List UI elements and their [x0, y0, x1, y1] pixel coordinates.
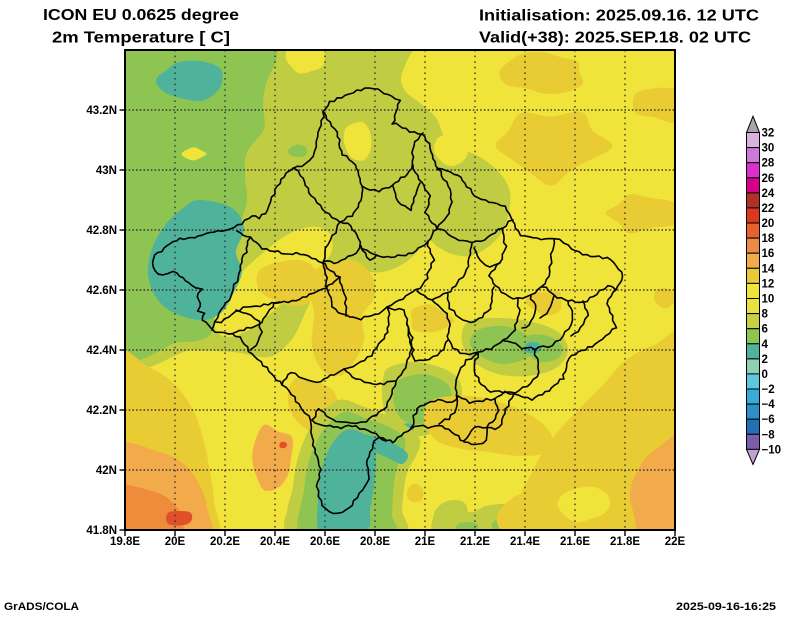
svg-text:2: 2 [762, 354, 768, 366]
svg-text:42.2N: 42.2N [86, 405, 117, 417]
svg-text:21.2E: 21.2E [460, 536, 490, 548]
svg-text:ICON EU 0.0625 degree: ICON EU 0.0625 degree [43, 7, 239, 24]
svg-text:−4: −4 [762, 399, 776, 411]
svg-text:28: 28 [762, 158, 775, 170]
svg-text:−6: −6 [762, 414, 775, 426]
svg-text:8: 8 [762, 309, 769, 321]
svg-text:16: 16 [762, 248, 775, 260]
svg-text:26: 26 [762, 173, 775, 185]
svg-text:10: 10 [762, 294, 775, 306]
svg-text:14: 14 [762, 263, 775, 275]
svg-text:19.8E: 19.8E [110, 536, 140, 548]
svg-text:20.6E: 20.6E [310, 536, 340, 548]
svg-text:Valid(+38): 2025.SEP.18. 02 UT: Valid(+38): 2025.SEP.18. 02 UTC [479, 30, 752, 47]
svg-text:21.6E: 21.6E [560, 536, 590, 548]
svg-text:32: 32 [762, 128, 775, 140]
svg-text:0: 0 [762, 369, 768, 381]
svg-text:21.4E: 21.4E [510, 536, 540, 548]
svg-text:12: 12 [762, 278, 775, 290]
svg-text:18: 18 [762, 233, 775, 245]
svg-text:21.8E: 21.8E [610, 536, 640, 548]
svg-text:20.2E: 20.2E [210, 536, 240, 548]
svg-text:22: 22 [762, 203, 775, 215]
svg-text:−10: −10 [762, 444, 782, 456]
svg-text:20E: 20E [165, 536, 186, 548]
svg-text:43N: 43N [96, 165, 117, 177]
svg-text:24: 24 [762, 188, 775, 200]
svg-text:30: 30 [762, 143, 775, 155]
svg-text:41.8N: 41.8N [86, 525, 117, 537]
svg-text:42.8N: 42.8N [86, 225, 117, 237]
svg-text:6: 6 [762, 324, 768, 336]
svg-text:−2: −2 [762, 384, 775, 396]
svg-text:20.4E: 20.4E [260, 536, 290, 548]
svg-text:GrADS/COLA: GrADS/COLA [4, 601, 79, 613]
svg-text:42N: 42N [96, 465, 117, 477]
svg-text:20.8E: 20.8E [360, 536, 390, 548]
svg-text:2m Temperature [ C]: 2m Temperature [ C] [52, 30, 230, 47]
svg-text:2025-09-16-16:25: 2025-09-16-16:25 [676, 601, 776, 613]
svg-text:20: 20 [762, 218, 775, 230]
svg-text:42.4N: 42.4N [86, 345, 117, 357]
svg-text:Initialisation: 2025.09.16. 12: Initialisation: 2025.09.16. 12 UTC [479, 8, 759, 25]
svg-text:−8: −8 [762, 429, 776, 441]
svg-text:43.2N: 43.2N [86, 105, 117, 117]
svg-text:42.6N: 42.6N [86, 285, 117, 297]
svg-text:4: 4 [762, 339, 769, 351]
svg-text:22E: 22E [665, 536, 686, 548]
svg-text:21E: 21E [415, 536, 436, 548]
